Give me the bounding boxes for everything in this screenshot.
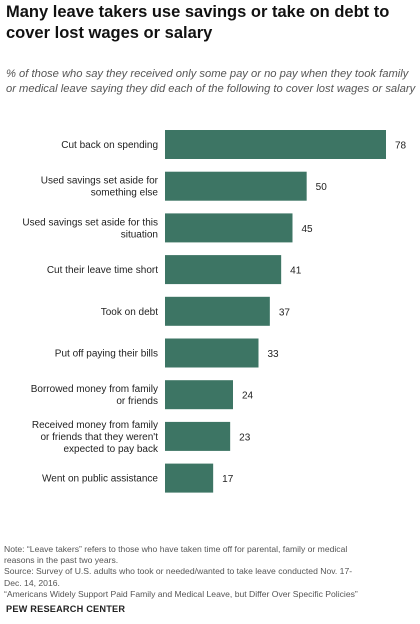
bar-value-label: 23 (239, 432, 251, 443)
bar-value-label: 24 (242, 391, 254, 402)
bar (165, 338, 259, 368)
bar (165, 463, 214, 493)
bar (165, 213, 293, 243)
source-line: Dec. 14, 2016. (4, 577, 60, 588)
chart-title: Many leave takers use savings or take on… (6, 3, 390, 42)
category-label: Borrowed money from family (31, 384, 158, 395)
bar-value-label: 17 (222, 474, 234, 485)
bar (165, 130, 386, 159)
category-label: Used savings set aside for this (22, 217, 158, 228)
category-label: Cut back on spending (61, 140, 158, 151)
bar (165, 296, 270, 326)
notes-block: Note: “Leave takers” refers to those who… (4, 544, 418, 600)
bar (165, 380, 233, 410)
bar-value-label: 41 (290, 266, 302, 277)
category-label: Put off paying their bills (55, 349, 158, 360)
category-label: Cut their leave time short (47, 265, 158, 276)
bar (165, 421, 231, 451)
bar-value-label: 33 (268, 349, 280, 360)
category-label: or friends that they weren't (40, 432, 158, 443)
category-label: Used savings set aside for (41, 176, 159, 187)
bar (165, 255, 282, 285)
bar-value-label: 45 (302, 224, 314, 235)
note-line: Note: “Leave takers” refers to those who… (4, 544, 348, 554)
bar-chart: 78 Cut back on spending 50 Used savings set… (22, 130, 407, 493)
category-label: something else (91, 188, 159, 199)
bar-value-label: 37 (279, 307, 291, 318)
category-label: Received money from family (32, 420, 158, 431)
source-line: Source: Survey of U.S. adults who took o… (4, 566, 353, 577)
bar-value-label: 78 (395, 141, 407, 152)
category-label: Took on debt (101, 307, 158, 318)
bar (165, 171, 307, 201)
bar-value-label: 50 (316, 182, 328, 193)
category-label: expected to pay back (63, 444, 159, 455)
category-label: Went on public assistance (42, 474, 158, 485)
report-title-line: “Americans Widely Support Paid Family an… (4, 588, 358, 599)
category-label: situation (121, 229, 158, 240)
note-line: reasons in the past two years. (4, 555, 119, 566)
category-label: or friends (116, 396, 158, 407)
pew-research-center-logo: PEW RESEARCH CENTER (6, 604, 126, 614)
chart-subtitle: % of those who say they received only so… (6, 68, 416, 95)
